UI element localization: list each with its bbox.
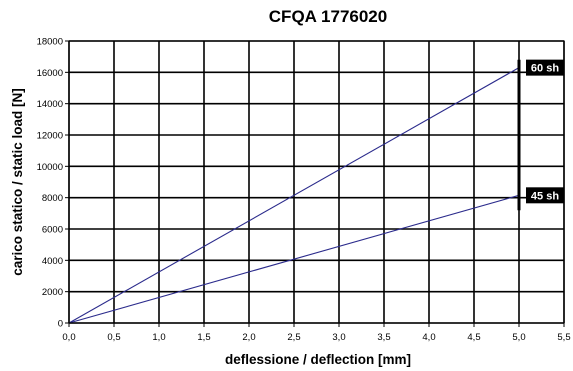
series-lines <box>68 67 520 324</box>
x-tick-label: 2,5 <box>287 332 300 343</box>
y-tick-label: 14000 <box>37 99 63 110</box>
x-tick-label: 2,0 <box>242 332 255 343</box>
series-line <box>68 194 520 324</box>
y-tick-label: 16000 <box>37 68 63 79</box>
y-tick-label: 2000 <box>42 287 63 298</box>
x-tick-label: 0,5 <box>107 332 120 343</box>
y-axis-label: carico statico / static load [N] <box>10 88 25 276</box>
y-tick-label: 10000 <box>37 162 63 173</box>
series-label: 60 sh <box>531 63 559 75</box>
x-tick-label: 4,0 <box>422 332 435 343</box>
plot-frame <box>68 40 565 324</box>
y-tick-labels: 0 2000 4000 6000 8000 10000 12000 14000 16000 180… <box>37 37 63 330</box>
series-label-box <box>526 187 564 204</box>
chart-title: CFQA 1776020 <box>269 7 387 26</box>
series-label-box <box>526 59 564 76</box>
y-tick-label: 4000 <box>42 256 63 267</box>
x-tick-label: 3,0 <box>332 332 345 343</box>
x-tick-label: 3,5 <box>377 332 390 343</box>
y-tick-label: 6000 <box>42 225 63 236</box>
y-tick-label: 12000 <box>37 131 63 142</box>
series-labels: 60 sh 45 sh <box>526 59 564 204</box>
y-tick-label: 18000 <box>37 37 63 48</box>
series-line <box>68 67 520 324</box>
x-tick-label: 1,5 <box>197 332 210 343</box>
x-tick-label: 4,5 <box>467 332 480 343</box>
x-tick-labels: 0,0 0,5 1,0 1,5 2,0 2,5 3,0 3,5 4,0 4,5 5,0 5,5 <box>62 332 570 343</box>
x-tick-label: 5,0 <box>512 332 525 343</box>
series-label: 45 sh <box>531 190 559 202</box>
y-tick-label: 0 <box>58 319 63 330</box>
y-tick-label: 8000 <box>42 193 63 204</box>
x-tick-label: 5,5 <box>557 332 570 343</box>
x-axis-label: deflessione / deflection [mm] <box>225 352 411 367</box>
plot-area-border <box>68 40 565 324</box>
x-tick-label: 0,0 <box>62 332 75 343</box>
x-tick-label: 1,0 <box>152 332 165 343</box>
